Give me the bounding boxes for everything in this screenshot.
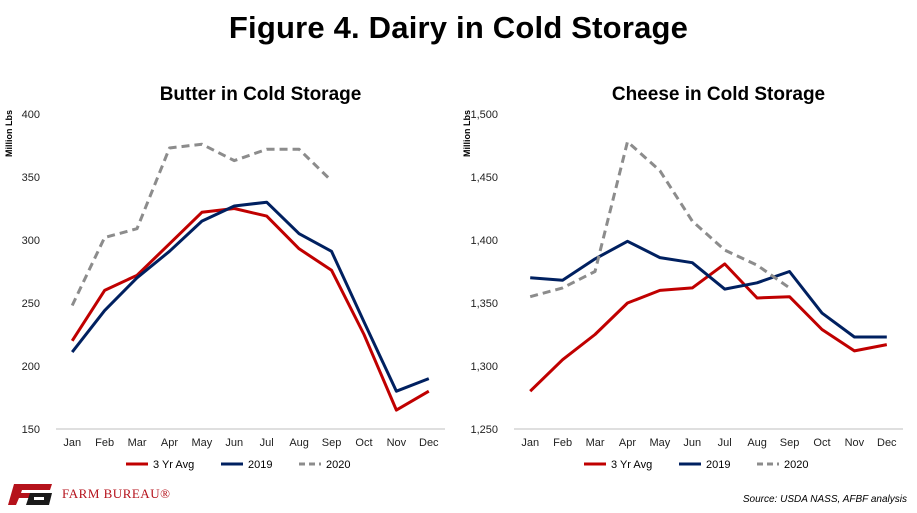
x-tick-label: Dec: [419, 437, 439, 449]
y-tick-label: 350: [22, 172, 40, 184]
chart-cheese: Cheese in Cold Storage Million Lbs 1,250 1,…: [462, 84, 903, 471]
series-line-2019: [71, 200, 430, 393]
series-line-3-yr-avg: [70, 207, 430, 412]
x-tick-label: Aug: [289, 437, 309, 449]
legend-label-2019: 2019: [706, 459, 730, 471]
x-tick-label: Jul: [718, 437, 732, 449]
y-tick-label: 1,500: [470, 109, 498, 121]
x-tick-label: Oct: [355, 437, 372, 449]
x-tick-label: May: [649, 437, 670, 449]
x-tick-label: Apr: [619, 437, 636, 449]
x-tick-label: Mar: [128, 437, 147, 449]
x-tick-label: Mar: [586, 437, 605, 449]
legend-label-2020: 2020: [326, 459, 350, 471]
x-tick-label: Nov: [845, 437, 865, 449]
x-tick-label: Jan: [521, 437, 539, 449]
farm-bureau-logo-icon: [8, 484, 52, 505]
x-tick-label: Apr: [161, 437, 178, 449]
y-axis-label: Million Lbs: [462, 110, 472, 157]
y-tick-label: 400: [22, 109, 40, 121]
x-tick-label: May: [191, 437, 212, 449]
farm-bureau-logo: FARM BUREAU®: [8, 482, 208, 508]
x-tick-label: Oct: [813, 437, 830, 449]
legend-label-2020: 2020: [784, 459, 808, 471]
y-tick-label: 1,400: [470, 235, 498, 247]
x-tick-label: Aug: [747, 437, 767, 449]
x-tick-label: Sep: [780, 437, 800, 449]
legend-label-2019: 2019: [248, 459, 272, 471]
series-line-2020: [529, 140, 791, 299]
chart-subtitle: Butter in Cold Storage: [160, 84, 362, 105]
legend-label-3-yr-avg: 3 Yr Avg: [153, 459, 194, 471]
y-tick-label: 150: [22, 424, 40, 436]
series-line-2019: [530, 239, 887, 339]
y-tick-label: 250: [22, 298, 40, 310]
x-tick-label: Nov: [387, 437, 407, 449]
x-tick-label: Feb: [553, 437, 572, 449]
x-tick-label: Dec: [877, 437, 897, 449]
x-tick-label: Jan: [63, 437, 81, 449]
page-title: Figure 4. Dairy in Cold Storage: [228, 10, 689, 45]
x-tick-label: Jul: [260, 437, 274, 449]
y-axis-label: Million Lbs: [4, 110, 14, 157]
x-tick-label: Feb: [95, 437, 114, 449]
x-tick-label: Jun: [683, 437, 701, 449]
y-tick-label: 1,450: [470, 172, 498, 184]
y-tick-label: 1,250: [470, 424, 498, 436]
x-tick-label: Jun: [225, 437, 243, 449]
logo-text: FARM BUREAU®: [62, 486, 171, 501]
chart-butter: Butter in Cold Storage Million Lbs 150 200 2…: [4, 84, 445, 471]
source-note: Source: USDA NASS, AFBF analysis: [742, 494, 907, 505]
y-tick-label: 1,300: [470, 361, 498, 373]
series-line-3-yr-avg: [529, 262, 888, 393]
x-tick-label: Sep: [322, 437, 342, 449]
chart-subtitle: Cheese in Cold Storage: [612, 84, 825, 105]
y-tick-label: 1,350: [470, 298, 498, 310]
legend-label-3-yr-avg: 3 Yr Avg: [611, 459, 652, 471]
series-line-2020: [70, 142, 333, 307]
y-tick-label: 300: [22, 235, 40, 247]
y-tick-label: 200: [22, 361, 40, 373]
